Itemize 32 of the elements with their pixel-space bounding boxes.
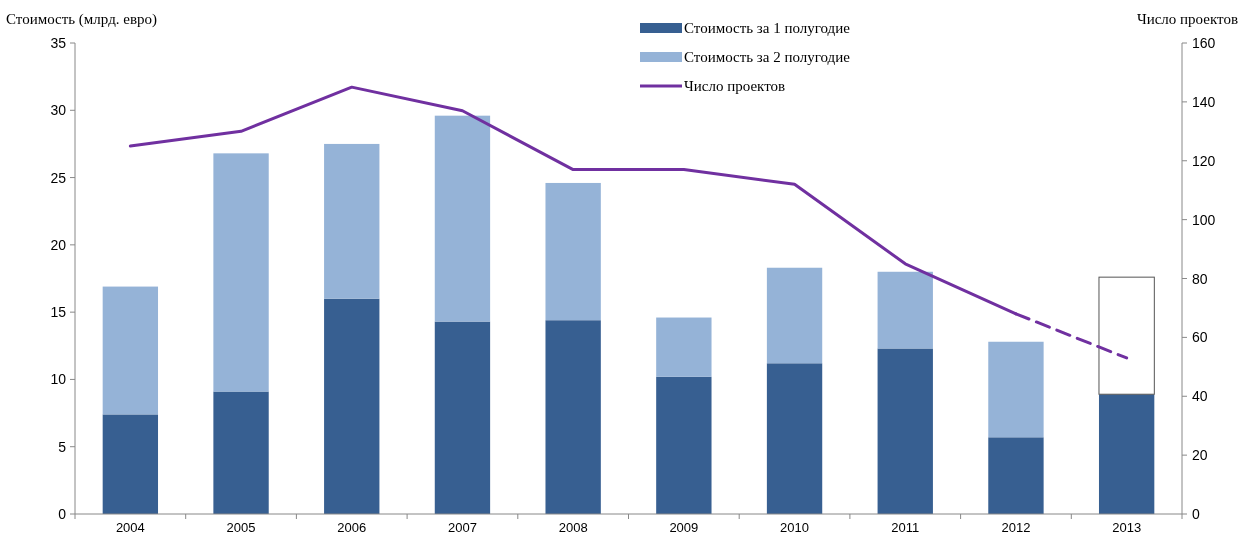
x-tick-label: 2010	[780, 520, 810, 535]
y-tick-label: 20	[50, 236, 67, 253]
y2-tick-label: 140	[1192, 93, 1216, 110]
x-tick-label: 2011	[891, 520, 920, 535]
legend-label: Число проектов	[684, 78, 786, 94]
x-tick-label: 2004	[115, 520, 145, 535]
x-tick-label: 2013	[1112, 520, 1142, 535]
x-tick-label: 2009	[669, 520, 699, 535]
x-tick-label: 2008	[558, 520, 588, 535]
y-tick-label: 5	[58, 438, 67, 455]
y-tick-label: 25	[50, 169, 67, 186]
x-tick-label: 2012	[1001, 520, 1031, 535]
y2-tick-label: 100	[1192, 211, 1216, 228]
y-tick-label: 15	[50, 304, 67, 321]
legend-label: Стоимость за 2 полугодие	[684, 49, 851, 65]
y2-tick-label: 60	[1192, 329, 1208, 346]
y2-tick-label: 80	[1192, 270, 1208, 287]
x-tick-label: 2005	[226, 520, 256, 535]
x-tick-label: 2006	[337, 520, 367, 535]
x-tick-label: 2007	[447, 520, 477, 535]
y-tick-label: 0	[58, 506, 67, 522]
y2-axis-title: Число проектов	[1136, 11, 1238, 27]
y2-tick-label: 160	[1192, 35, 1216, 51]
y2-tick-label: 0	[1192, 506, 1200, 522]
y2-tick-label: 40	[1192, 388, 1208, 405]
y-tick-label: 35	[50, 35, 67, 51]
y-tick-label: 10	[50, 371, 67, 388]
y2-tick-label: 20	[1192, 447, 1208, 464]
y-axis-title: Стоимость (млрд. евро)	[6, 11, 158, 28]
y-tick-label: 30	[50, 102, 67, 119]
legend-label: Стоимость за 1 полугодие	[684, 20, 851, 36]
y2-tick-label: 120	[1192, 152, 1216, 169]
